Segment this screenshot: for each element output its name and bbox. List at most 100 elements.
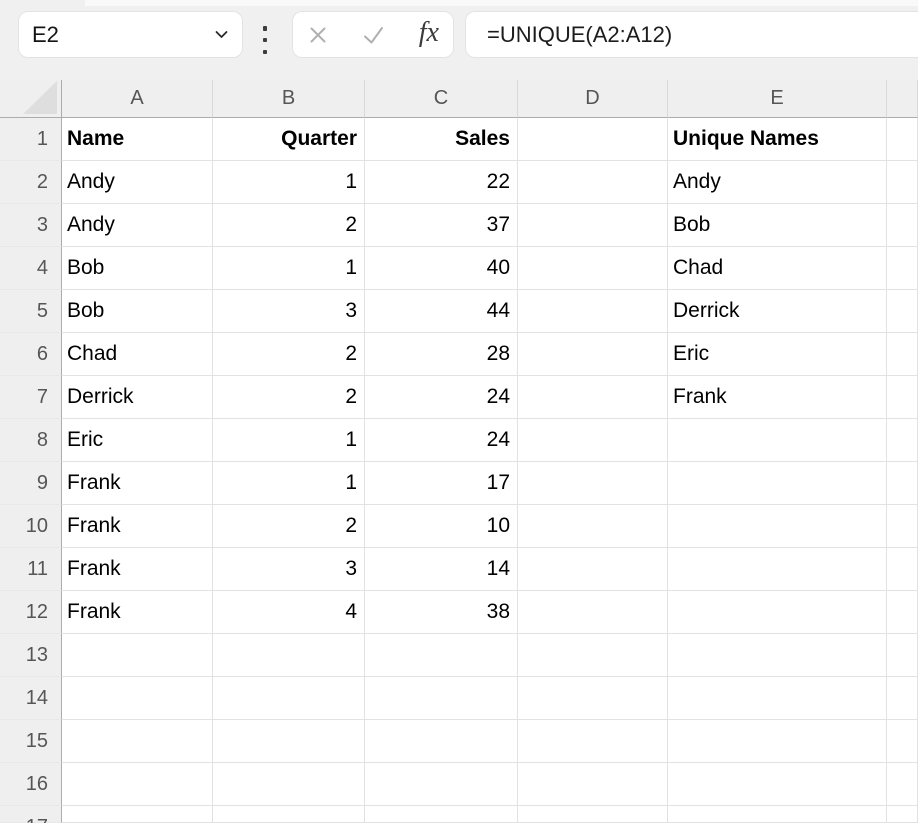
cell-C17[interactable]	[365, 806, 518, 823]
cell-E10[interactable]	[668, 505, 887, 548]
insert-function-button[interactable]: fx	[418, 16, 439, 48]
cell-B16[interactable]	[213, 763, 365, 806]
column-header-D[interactable]: D	[518, 80, 668, 118]
cell-A12[interactable]: Frank	[62, 591, 213, 634]
cell-F5[interactable]	[887, 290, 918, 333]
cell-E15[interactable]	[668, 720, 887, 763]
cell-D8[interactable]	[518, 419, 668, 462]
cell-D17[interactable]	[518, 806, 668, 823]
cell-F2[interactable]	[887, 161, 918, 204]
cell-B10[interactable]: 2	[213, 505, 365, 548]
row-header-8[interactable]: 8	[0, 419, 62, 462]
cell-C15[interactable]	[365, 720, 518, 763]
cell-A6[interactable]: Chad	[62, 333, 213, 376]
cell-B8[interactable]: 1	[213, 419, 365, 462]
row-header-15[interactable]: 15	[0, 720, 62, 763]
cell-A17[interactable]	[62, 806, 213, 823]
row-header-11[interactable]: 11	[0, 548, 62, 591]
cell-B3[interactable]: 2	[213, 204, 365, 247]
cell-F4[interactable]	[887, 247, 918, 290]
cell-E16[interactable]	[668, 763, 887, 806]
cell-B13[interactable]	[213, 634, 365, 677]
cell-D6[interactable]	[518, 333, 668, 376]
cell-C13[interactable]	[365, 634, 518, 677]
column-header-E[interactable]: E	[668, 80, 887, 118]
row-header-5[interactable]: 5	[0, 290, 62, 333]
cell-C11[interactable]: 14	[365, 548, 518, 591]
chevron-down-icon[interactable]	[213, 26, 230, 43]
cell-F16[interactable]	[887, 763, 918, 806]
row-header-6[interactable]: 6	[0, 333, 62, 376]
cell-C7[interactable]: 24	[365, 376, 518, 419]
cell-D14[interactable]	[518, 677, 668, 720]
cell-A1[interactable]: Name	[62, 118, 213, 161]
column-header-C[interactable]: C	[365, 80, 518, 118]
row-header-12[interactable]: 12	[0, 591, 62, 634]
cell-A3[interactable]: Andy	[62, 204, 213, 247]
cell-D1[interactable]	[518, 118, 668, 161]
row-header-3[interactable]: 3	[0, 204, 62, 247]
cell-F17[interactable]	[887, 806, 918, 823]
cell-C12[interactable]: 38	[365, 591, 518, 634]
cell-F3[interactable]	[887, 204, 918, 247]
cell-B1[interactable]: Quarter	[213, 118, 365, 161]
cell-C3[interactable]: 37	[365, 204, 518, 247]
row-header-7[interactable]: 7	[0, 376, 62, 419]
row-header-10[interactable]: 10	[0, 505, 62, 548]
cell-E2[interactable]: Andy	[668, 161, 887, 204]
cell-D7[interactable]	[518, 376, 668, 419]
cell-B4[interactable]: 1	[213, 247, 365, 290]
cell-F12[interactable]	[887, 591, 918, 634]
cell-A7[interactable]: Derrick	[62, 376, 213, 419]
cell-C6[interactable]: 28	[365, 333, 518, 376]
cell-C5[interactable]: 44	[365, 290, 518, 333]
cell-B15[interactable]	[213, 720, 365, 763]
cell-E17[interactable]	[668, 806, 887, 823]
cell-B17[interactable]	[213, 806, 365, 823]
cell-A4[interactable]: Bob	[62, 247, 213, 290]
cell-E8[interactable]	[668, 419, 887, 462]
cell-B9[interactable]: 1	[213, 462, 365, 505]
cell-D4[interactable]	[518, 247, 668, 290]
select-all-button[interactable]	[0, 80, 62, 118]
name-box[interactable]: E2	[18, 11, 243, 58]
cell-B5[interactable]: 3	[213, 290, 365, 333]
cell-C16[interactable]	[365, 763, 518, 806]
cell-D16[interactable]	[518, 763, 668, 806]
cell-A14[interactable]	[62, 677, 213, 720]
cell-A9[interactable]: Frank	[62, 462, 213, 505]
enter-check-icon[interactable]	[361, 24, 386, 46]
cell-C2[interactable]: 22	[365, 161, 518, 204]
cell-A13[interactable]	[62, 634, 213, 677]
cell-E5[interactable]: Derrick	[668, 290, 887, 333]
cell-A15[interactable]	[62, 720, 213, 763]
cell-A5[interactable]: Bob	[62, 290, 213, 333]
cell-B12[interactable]: 4	[213, 591, 365, 634]
cell-B14[interactable]	[213, 677, 365, 720]
cell-D2[interactable]	[518, 161, 668, 204]
cell-D12[interactable]	[518, 591, 668, 634]
cell-E4[interactable]: Chad	[668, 247, 887, 290]
cell-D15[interactable]	[518, 720, 668, 763]
cell-F14[interactable]	[887, 677, 918, 720]
cancel-icon[interactable]	[307, 24, 329, 46]
row-header-17[interactable]: 17	[0, 806, 62, 823]
cell-F13[interactable]	[887, 634, 918, 677]
name-box-resize-handle[interactable]	[261, 26, 269, 54]
cell-F15[interactable]	[887, 720, 918, 763]
cell-B7[interactable]: 2	[213, 376, 365, 419]
cell-D13[interactable]	[518, 634, 668, 677]
row-header-9[interactable]: 9	[0, 462, 62, 505]
row-header-16[interactable]: 16	[0, 763, 62, 806]
cell-E1[interactable]: Unique Names	[668, 118, 887, 161]
row-header-2[interactable]: 2	[0, 161, 62, 204]
row-header-1[interactable]: 1	[0, 118, 62, 161]
cell-C14[interactable]	[365, 677, 518, 720]
cell-F8[interactable]	[887, 419, 918, 462]
cell-C1[interactable]: Sales	[365, 118, 518, 161]
cell-A2[interactable]: Andy	[62, 161, 213, 204]
cell-E13[interactable]	[668, 634, 887, 677]
cell-E14[interactable]	[668, 677, 887, 720]
cell-D9[interactable]	[518, 462, 668, 505]
cell-F1[interactable]	[887, 118, 918, 161]
